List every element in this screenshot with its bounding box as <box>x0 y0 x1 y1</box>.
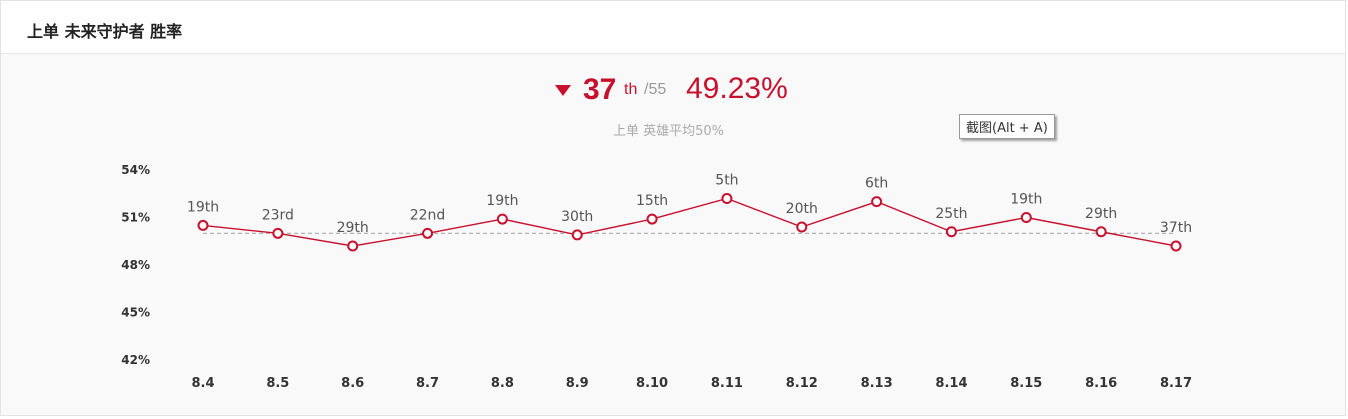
data-point <box>646 213 658 225</box>
x-axis: 8.4 8.5 8.6 8.7 8.8 8.9 8.10 8.11 8.12 8.13 8.14 8.… <box>191 376 1192 391</box>
y-tick-label: 45% <box>121 306 150 320</box>
y-axis: 54% 51% 48% 45% 42% <box>121 163 150 367</box>
rank-total: /55 <box>644 81 667 98</box>
data-point <box>571 229 583 241</box>
y-tick-label: 48% <box>121 258 150 272</box>
data-point <box>721 193 733 204</box>
x-tick-label: 8.4 <box>191 376 214 391</box>
data-point <box>197 219 209 231</box>
x-tick-label: 8.15 <box>1010 376 1042 391</box>
rank-label: 5th <box>715 173 738 189</box>
rank-number: 37 <box>583 73 617 106</box>
y-tick-label: 54% <box>121 163 150 177</box>
x-tick-label: 8.6 <box>341 376 364 391</box>
screenshot-tooltip: 截图(Alt + A) <box>959 114 1055 139</box>
data-point <box>871 196 883 208</box>
y-tick-label: 42% <box>121 353 150 367</box>
rank-label: 22nd <box>410 207 446 223</box>
x-tick-label: 8.16 <box>1085 376 1117 391</box>
x-tick-label: 8.17 <box>1160 376 1192 391</box>
x-tick-label: 8.10 <box>636 376 668 391</box>
x-tick-label: 8.9 <box>566 376 589 391</box>
rank-labels: 19th 23rd 29th 22nd 19th 30th 15th 5th 20th 6th 25… <box>187 173 1192 237</box>
y-tick-label: 51% <box>121 211 150 225</box>
x-tick-label: 8.13 <box>861 376 893 391</box>
rank-label: 30th <box>561 209 593 225</box>
panel-body: 37 th /55 49.23% 上单 英雄平均50% 截图(Alt + A) <box>1 54 1345 415</box>
rank-label: 20th <box>786 201 818 217</box>
panel-header: 上单 未来守护者 胜率 <box>1 1 1345 54</box>
x-tick-label: 8.12 <box>786 376 818 391</box>
data-point <box>422 227 434 239</box>
rank-suffix: th <box>624 81 638 98</box>
rank-label: 29th <box>1085 206 1117 222</box>
rank-label: 19th <box>187 199 219 215</box>
rank-label: 15th <box>636 193 668 209</box>
x-tick-label: 8.14 <box>935 376 967 391</box>
rank-label: 37th <box>1160 220 1192 236</box>
winrate-value: 49.23% <box>686 72 788 105</box>
data-point <box>1170 240 1182 252</box>
data-point <box>1020 212 1032 223</box>
data-point <box>1095 226 1107 238</box>
rank-label: 19th <box>1010 192 1042 208</box>
rank-label: 6th <box>865 176 888 192</box>
winrate-series-line <box>202 197 1177 247</box>
data-point <box>945 226 957 238</box>
x-tick-label: 8.8 <box>491 376 514 391</box>
rank-label: 29th <box>337 220 369 236</box>
rank-down-arrow-icon <box>555 85 571 96</box>
data-point <box>272 227 284 239</box>
data-points <box>197 193 1182 252</box>
data-point <box>496 213 508 225</box>
rank-label: 25th <box>935 206 967 222</box>
data-point <box>796 221 808 233</box>
rank-label: 23rd <box>262 207 294 223</box>
average-subtitle: 上单 英雄平均50% <box>613 124 725 139</box>
x-tick-label: 8.7 <box>416 376 439 391</box>
panel-title: 上单 未来守护者 胜率 <box>27 22 183 41</box>
x-tick-label: 8.5 <box>266 376 289 391</box>
rank-label: 19th <box>486 193 518 209</box>
data-point <box>347 240 359 252</box>
x-tick-label: 8.11 <box>711 376 743 391</box>
